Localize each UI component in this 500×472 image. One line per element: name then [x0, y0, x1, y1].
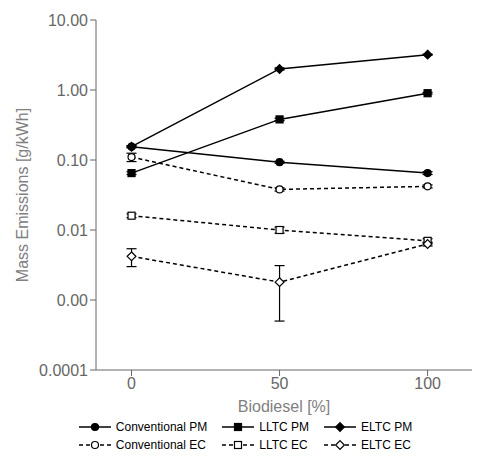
svg-text:1.00: 1.00	[57, 82, 88, 99]
svg-text:50: 50	[271, 375, 289, 392]
html-text:LLTC PM: LLTC PM	[259, 420, 309, 434]
svg-text:0.0001: 0.0001	[39, 362, 88, 379]
svg-text:Mass Emissions [g/kWh]: Mass Emissions [g/kWh]	[14, 108, 31, 282]
svg-text:0.01: 0.01	[57, 222, 88, 239]
svg-text:100: 100	[414, 375, 441, 392]
svg-text:0.10: 0.10	[57, 152, 88, 169]
svg-text:0: 0	[127, 375, 136, 392]
svg-text:Biodiesel [%]: Biodiesel [%]	[238, 398, 331, 415]
svg-text:10.00: 10.00	[48, 12, 88, 29]
html-text:Conventional EC: Conventional EC	[115, 438, 206, 452]
html-text:LLTC EC: LLTC EC	[259, 438, 308, 452]
html-text:Conventional PM: Conventional PM	[115, 420, 208, 434]
svg-text:0.00: 0.00	[57, 292, 88, 309]
html-text:ELTC PM: ELTC PM	[361, 420, 413, 434]
html-text:ELTC EC: ELTC EC	[361, 438, 411, 452]
